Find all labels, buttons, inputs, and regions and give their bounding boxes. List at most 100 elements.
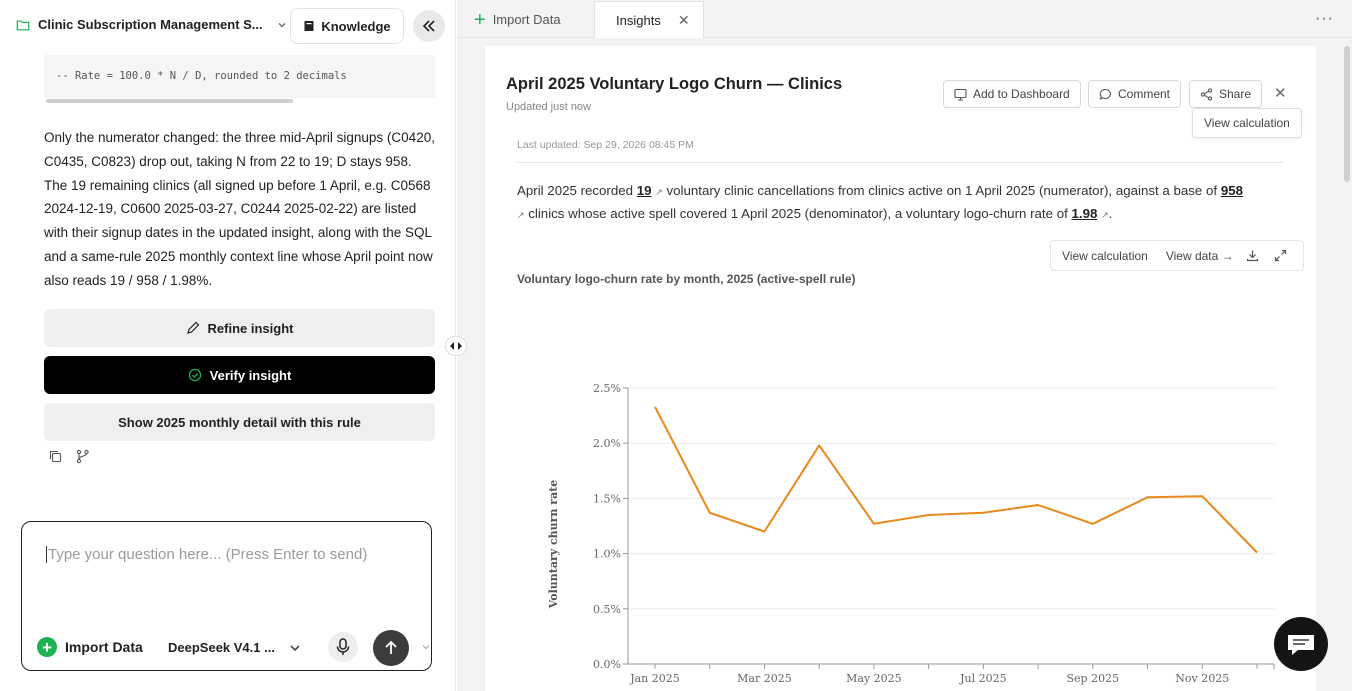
expand-icon[interactable] — [1274, 249, 1287, 262]
x-tick-label: May 2025 — [846, 672, 902, 685]
model-label: DeepSeek V4.1 ... — [168, 640, 275, 655]
add-to-dashboard-label: Add to Dashboard — [973, 87, 1070, 101]
share-label: Share — [1219, 87, 1252, 101]
chevron-down-icon[interactable] — [421, 642, 431, 652]
divider — [517, 162, 1284, 163]
y-tick-label: 1.5% — [593, 492, 621, 505]
show-detail-label: Show 2025 monthly detail with this rule — [118, 414, 361, 430]
churn-line-chart: 0.0% 0.5% 1.0% 1.5% 2.0% 2.5% Jan 2025 Mar 2025… — [547, 382, 1275, 685]
arrow-up-icon — [385, 640, 397, 654]
check-circle-icon — [188, 368, 201, 382]
refine-label: Refine insight — [207, 320, 294, 336]
support-chat-button[interactable] — [1274, 617, 1328, 671]
chat-bubble-icon — [1288, 635, 1314, 655]
book-icon — [304, 21, 314, 31]
x-tick-label: Sep 2025 — [1067, 672, 1120, 685]
chat-panel: Clinic Subscription Management S... Know… — [0, 0, 456, 691]
code-scrollbar[interactable] — [46, 99, 293, 103]
view-data-button[interactable]: View data → — [1165, 248, 1234, 263]
tab-import-data[interactable]: + Import Data — [460, 1, 593, 38]
close-insight-icon[interactable]: ✕ — [1274, 85, 1287, 102]
microphone-button[interactable] — [328, 632, 358, 662]
refine-insight-button[interactable]: Refine insight — [44, 309, 435, 347]
message-actions — [48, 449, 90, 464]
insights-panel: + Import Data Insights ✕ ··· April 2025 … — [457, 0, 1352, 691]
close-tab-icon[interactable]: ✕ — [677, 11, 690, 28]
share-button[interactable]: Share — [1189, 80, 1263, 108]
base-value-link[interactable]: 958 — [1220, 183, 1243, 198]
external-link-icon[interactable]: ↗ — [1101, 210, 1109, 220]
send-button[interactable] — [373, 630, 409, 666]
insight-updated-status: Updated just now — [506, 101, 591, 113]
x-tick-label: Jan 2025 — [629, 672, 680, 685]
import-data-label: Import Data — [65, 639, 143, 655]
insight-scrollbar[interactable] — [1344, 46, 1350, 182]
plus-icon: + — [474, 8, 486, 31]
summary-text: clinics whose active spell covered 1 Apr… — [524, 206, 1072, 221]
x-tick-label: Mar 2025 — [737, 672, 792, 685]
knowledge-label: Knowledge — [321, 18, 391, 34]
collapse-panel-button[interactable] — [413, 10, 445, 42]
double-chevron-left-icon — [422, 20, 435, 32]
y-tick-label: 1.0% — [593, 548, 621, 561]
summary-text: voluntary clinic cancellations from clin… — [662, 183, 1221, 198]
copy-icon[interactable] — [48, 449, 63, 464]
x-tick-label: Jul 2025 — [959, 672, 1007, 685]
cancellations-value-link[interactable]: 19 — [636, 183, 652, 198]
verify-insight-button[interactable]: Verify insight — [44, 356, 435, 394]
code-line: -- Rate = 100.0 * N / D, rounded to 2 de… — [56, 70, 347, 82]
y-tick-label: 0.0% — [593, 658, 621, 671]
question-input[interactable]: Type your question here... (Press Enter … — [46, 546, 368, 563]
share-icon — [1200, 87, 1213, 101]
microphone-icon — [336, 638, 350, 655]
insight-card: April 2025 Voluntary Logo Churn — Clinic… — [485, 46, 1316, 691]
insight-summary: April 2025 recorded 19 ↗ voluntary clini… — [517, 180, 1277, 226]
project-name: Clinic Subscription Management S... — [38, 17, 263, 32]
import-data-button[interactable]: + Import Data — [37, 637, 143, 657]
tab-insights[interactable]: Insights ✕ — [594, 1, 704, 38]
last-updated: Last updated: Sep 29, 2026 08:45 PM — [517, 139, 694, 151]
folder-icon — [16, 19, 30, 30]
y-tick-label: 2.0% — [593, 437, 621, 450]
add-to-dashboard-button[interactable]: Add to Dashboard — [943, 80, 1081, 108]
chevron-down-icon — [290, 644, 300, 651]
branch-icon[interactable] — [75, 449, 90, 464]
plus-icon: + — [37, 637, 57, 657]
summary-text: April 2025 recorded — [517, 183, 637, 198]
comment-label: Comment — [1118, 87, 1171, 101]
tab-bar: + Import Data Insights ✕ ··· — [457, 0, 1352, 38]
dashboard-icon — [954, 88, 967, 101]
resize-arrows-icon — [450, 342, 462, 350]
chat-header: Clinic Subscription Management S... Know… — [0, 0, 456, 52]
model-selector[interactable]: DeepSeek V4.1 ... — [168, 640, 301, 655]
project-selector[interactable]: Clinic Subscription Management S... — [16, 17, 287, 32]
summary-text: . — [1108, 206, 1113, 221]
show-monthly-detail-button[interactable]: Show 2025 monthly detail with this rule — [44, 403, 435, 441]
rate-value-link[interactable]: 1.98 — [1071, 206, 1098, 221]
knowledge-button[interactable]: Knowledge — [290, 8, 404, 44]
chat-composer[interactable]: Type your question here... (Press Enter … — [21, 521, 432, 671]
chart-title: Voluntary logo-churn rate by month, 2025… — [517, 272, 856, 286]
download-icon[interactable] — [1246, 249, 1259, 262]
comment-button[interactable]: Comment — [1088, 80, 1182, 108]
tab-insights-label: Insights — [616, 12, 661, 28]
view-calculation-button[interactable]: View calculation — [1062, 248, 1148, 263]
x-tick-label: Nov 2025 — [1175, 672, 1229, 685]
y-tick-label: 2.5% — [593, 382, 621, 395]
verify-label: Verify insight — [209, 367, 292, 383]
insight-title: April 2025 Voluntary Logo Churn — Clinic… — [506, 75, 843, 93]
external-link-icon[interactable]: ↗ — [655, 187, 663, 197]
comment-icon — [1099, 88, 1111, 100]
tab-import-label: Import Data — [492, 12, 561, 27]
y-axis-label: Voluntary churn rate — [547, 480, 560, 610]
more-options-icon[interactable]: ··· — [1315, 10, 1334, 27]
sql-code-block: -- Rate = 100.0 * N / D, rounded to 2 de… — [44, 55, 435, 98]
chart-toolbar: View calculation View data → — [1050, 240, 1304, 271]
view-calculation-tooltip[interactable]: View calculation — [1192, 108, 1302, 138]
assistant-answer: Only the numerator changed: the three mi… — [44, 130, 435, 288]
panel-resize-handle[interactable] — [445, 336, 467, 356]
external-link-icon[interactable]: ↗ — [517, 210, 525, 220]
series-line — [654, 406, 1258, 554]
y-tick-label: 0.5% — [593, 603, 621, 616]
